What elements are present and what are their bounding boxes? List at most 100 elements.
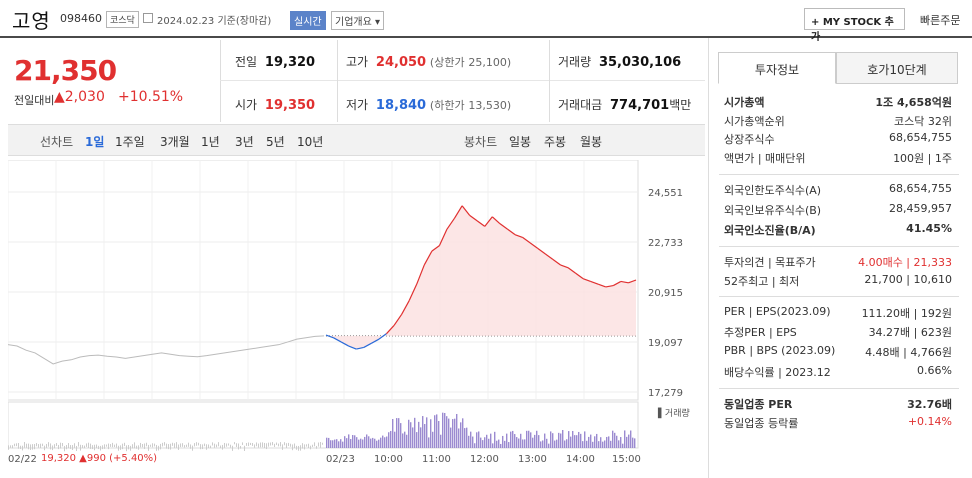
volume-bar bbox=[130, 446, 131, 451]
candle-weekly[interactable]: 주봉 bbox=[544, 133, 566, 150]
volume-bar bbox=[32, 444, 33, 450]
volume-bar bbox=[620, 437, 621, 448]
invest-key: 액면가 | 매매단위 bbox=[724, 150, 806, 166]
invest-key: 외국인한도주식수(A) bbox=[724, 182, 821, 198]
volume-bar bbox=[548, 444, 549, 448]
volume-bar bbox=[442, 413, 443, 448]
invest-key: 외국인소진율(B/A) bbox=[724, 222, 816, 238]
volume-bar bbox=[274, 444, 275, 447]
volume-bar bbox=[360, 439, 361, 448]
tab-orderbook[interactable]: 호가10단계 bbox=[836, 52, 958, 84]
volume-bar bbox=[350, 439, 351, 448]
volume-bar bbox=[550, 431, 551, 448]
volume-bar bbox=[618, 440, 619, 448]
volume-bar bbox=[204, 444, 205, 447]
invest-value: 32.76배 bbox=[907, 396, 952, 412]
volume-bar bbox=[318, 443, 319, 447]
volume-bar bbox=[198, 443, 199, 446]
volume-bar bbox=[154, 444, 155, 447]
volume-bar bbox=[60, 443, 61, 449]
volume-bar bbox=[590, 435, 591, 448]
invest-key: 52주최고 | 최저 bbox=[724, 273, 799, 289]
volume-bar bbox=[584, 431, 585, 448]
volume-bar bbox=[90, 444, 91, 449]
volume-bar bbox=[510, 432, 511, 448]
invest-row: 투자의견 | 목표주가 4.00매수 | 21,333 bbox=[724, 254, 952, 271]
volume-bar bbox=[174, 443, 175, 448]
volume-bar bbox=[426, 417, 427, 448]
volume-bar bbox=[54, 444, 55, 448]
volume-bar bbox=[186, 445, 187, 447]
volume-bar bbox=[602, 442, 603, 448]
x-tick-label: 12:00 bbox=[470, 454, 499, 465]
candle-monthly[interactable]: 월봉 bbox=[580, 133, 602, 150]
period-3m[interactable]: 3개월 bbox=[160, 133, 190, 150]
invest-row: 외국인보유주식수(B) 28,459,957 bbox=[724, 202, 952, 219]
volume-bar bbox=[362, 439, 363, 448]
volume-bar bbox=[314, 442, 315, 446]
volume-bar bbox=[192, 446, 193, 451]
price-chart[interactable]: 24,551 22,733 20,915 19,097 17,279 ▌거래량 02/22 0… bbox=[8, 160, 705, 478]
volume-bar bbox=[514, 434, 515, 448]
volume-bar bbox=[102, 445, 103, 449]
volume-bar bbox=[316, 446, 317, 449]
volume-bar bbox=[386, 437, 387, 448]
volume-label: ▌거래량 bbox=[657, 407, 690, 419]
volume-bar bbox=[624, 430, 625, 448]
volume-bar bbox=[148, 445, 149, 451]
volume-bar bbox=[506, 434, 507, 448]
candle-daily[interactable]: 일봉 bbox=[509, 133, 531, 150]
volume-bar bbox=[540, 441, 541, 448]
volume-bar bbox=[10, 445, 11, 447]
volume-bar bbox=[392, 419, 393, 448]
volume-bar bbox=[162, 443, 163, 447]
invest-value: 68,654,755 bbox=[889, 131, 952, 144]
period-1d[interactable]: 1일 bbox=[85, 133, 104, 150]
volume-bar bbox=[24, 442, 25, 448]
volume-bar bbox=[76, 446, 77, 451]
volume-bar bbox=[380, 438, 381, 448]
volume-bar bbox=[504, 441, 505, 448]
volume-bar bbox=[256, 442, 257, 446]
invest-row: 상장주식수 68,654,755 bbox=[724, 131, 952, 148]
volume-bar bbox=[500, 444, 501, 448]
invest-key: PBR | BPS (2023.09) bbox=[724, 344, 835, 357]
volume-bar bbox=[306, 444, 307, 446]
company-overview-dropdown[interactable]: 기업개요 ▾ bbox=[331, 11, 384, 30]
volume-bar bbox=[418, 422, 419, 448]
volume-bar bbox=[562, 430, 563, 448]
volume-bar bbox=[414, 418, 415, 448]
period-5y[interactable]: 5년 bbox=[266, 133, 285, 150]
x-tick-label: 14:00 bbox=[566, 454, 595, 465]
tab-invest-info[interactable]: 투자정보 bbox=[718, 52, 836, 84]
volume-bar bbox=[508, 442, 509, 448]
volume-bar bbox=[112, 443, 113, 447]
period-1w[interactable]: 1주일 bbox=[115, 133, 145, 150]
volume-bar bbox=[38, 444, 39, 447]
invest-value: 0.66% bbox=[917, 364, 952, 377]
my-stock-add-button[interactable]: + MY STOCK 추가 bbox=[804, 8, 905, 30]
invest-row: 동일업종 등락률 +0.14% bbox=[724, 415, 952, 432]
period-1y[interactable]: 1년 bbox=[201, 133, 220, 150]
volume-bar bbox=[114, 445, 115, 447]
period-3y[interactable]: 3년 bbox=[235, 133, 254, 150]
volume-bar bbox=[628, 435, 629, 448]
invest-key: 상장주식수 bbox=[724, 131, 775, 147]
volume-bar bbox=[450, 428, 451, 448]
period-10y[interactable]: 10년 bbox=[297, 133, 323, 150]
volume-bar bbox=[184, 445, 185, 447]
volume-bar bbox=[538, 435, 539, 448]
y-tick-label: 22,733 bbox=[648, 238, 683, 249]
volume-bar bbox=[144, 444, 145, 449]
volume-bar bbox=[178, 445, 179, 450]
volume-bar bbox=[626, 437, 627, 448]
prev-close: 전일 19,320 bbox=[235, 53, 315, 70]
volume-bar bbox=[238, 443, 239, 449]
invest-value: 100원 | 1주 bbox=[893, 150, 952, 166]
volume-bar bbox=[58, 445, 59, 449]
volume-bar bbox=[168, 444, 169, 449]
volume-bar bbox=[576, 435, 577, 448]
volume-bar bbox=[348, 434, 349, 448]
realtime-button[interactable]: 실시간 bbox=[290, 11, 326, 30]
quick-order-link[interactable]: 빠른주문 bbox=[920, 12, 960, 28]
